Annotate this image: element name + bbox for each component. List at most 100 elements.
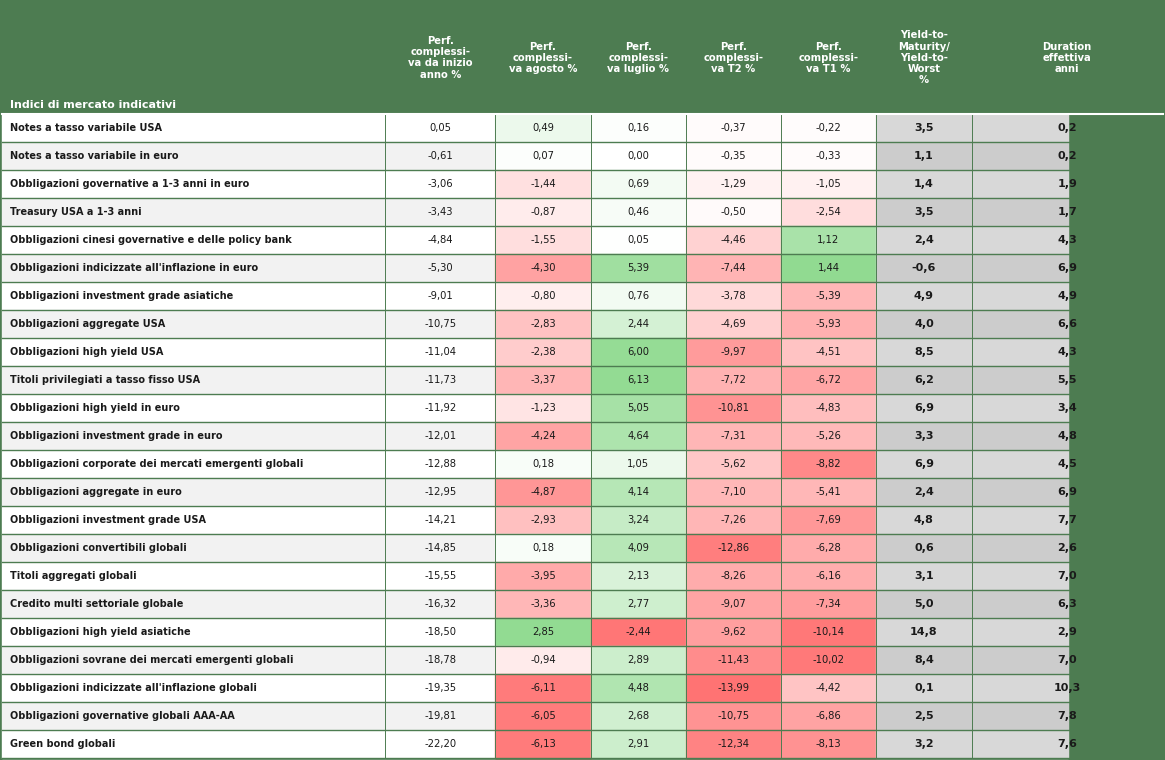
Bar: [876, 647, 972, 674]
Text: Obbligazioni indicizzate all'inflazione globali: Obbligazioni indicizzate all'inflazione …: [10, 683, 257, 693]
Bar: [781, 450, 876, 478]
Bar: [686, 198, 781, 226]
Text: -7,44: -7,44: [720, 263, 746, 273]
Bar: [686, 702, 781, 730]
Text: 2,4: 2,4: [915, 487, 934, 497]
Bar: [972, 730, 1067, 758]
Bar: [781, 702, 876, 730]
Text: -0,87: -0,87: [530, 207, 556, 217]
Bar: [495, 619, 591, 647]
Bar: [495, 562, 591, 591]
Text: -1,44: -1,44: [530, 179, 556, 189]
Bar: [2, 366, 386, 394]
Text: -7,26: -7,26: [720, 515, 747, 525]
Bar: [2, 254, 386, 282]
Bar: [386, 198, 495, 226]
Text: 2,77: 2,77: [627, 600, 649, 610]
Bar: [2, 506, 386, 534]
Bar: [781, 366, 876, 394]
Bar: [876, 226, 972, 254]
Bar: [2, 562, 386, 591]
Text: 2,6: 2,6: [1058, 543, 1078, 553]
Bar: [686, 338, 781, 366]
Bar: [591, 254, 686, 282]
Bar: [386, 142, 495, 170]
Bar: [495, 310, 591, 338]
Bar: [972, 506, 1067, 534]
Text: -18,78: -18,78: [424, 655, 457, 666]
Bar: [686, 730, 781, 758]
Text: 4,9: 4,9: [913, 291, 934, 301]
Bar: [972, 423, 1067, 450]
Text: -3,43: -3,43: [428, 207, 453, 217]
Text: -1,23: -1,23: [530, 404, 556, 413]
Bar: [386, 562, 495, 591]
Bar: [2, 170, 386, 198]
Text: 2,9: 2,9: [1058, 628, 1078, 638]
Text: -16,32: -16,32: [424, 600, 457, 610]
Text: -1,55: -1,55: [530, 235, 556, 245]
Bar: [876, 591, 972, 619]
Bar: [386, 534, 495, 562]
Text: 5,0: 5,0: [915, 600, 933, 610]
Bar: [781, 619, 876, 647]
Text: -8,26: -8,26: [720, 572, 747, 581]
Bar: [495, 730, 591, 758]
Bar: [2, 591, 386, 619]
Bar: [2, 478, 386, 506]
Bar: [781, 170, 876, 198]
Bar: [876, 674, 972, 702]
Bar: [972, 478, 1067, 506]
Bar: [591, 478, 686, 506]
Text: -7,69: -7,69: [816, 515, 841, 525]
Text: 3,3: 3,3: [915, 431, 933, 442]
Bar: [495, 114, 591, 142]
Bar: [686, 142, 781, 170]
Text: Obbligazioni governative globali AAA-AA: Obbligazioni governative globali AAA-AA: [10, 711, 235, 721]
Bar: [591, 702, 686, 730]
Bar: [972, 282, 1067, 310]
Text: -4,87: -4,87: [530, 487, 556, 497]
Bar: [781, 647, 876, 674]
Text: Perf.
complessi-
va da inizio
anno %: Perf. complessi- va da inizio anno %: [408, 36, 473, 80]
Text: -13,99: -13,99: [718, 683, 749, 693]
Bar: [495, 702, 591, 730]
Bar: [386, 423, 495, 450]
Text: -10,75: -10,75: [424, 319, 457, 329]
Bar: [2, 394, 386, 423]
Text: -6,86: -6,86: [816, 711, 841, 721]
Text: Perf.
complessi-
va T2 %: Perf. complessi- va T2 %: [704, 42, 763, 74]
Bar: [591, 114, 686, 142]
Bar: [495, 142, 591, 170]
Text: 0,6: 0,6: [915, 543, 934, 553]
Bar: [781, 142, 876, 170]
Text: 0,2: 0,2: [1058, 123, 1078, 133]
Bar: [495, 170, 591, 198]
Text: 1,05: 1,05: [627, 459, 649, 469]
Text: 0,76: 0,76: [627, 291, 649, 301]
Bar: [876, 730, 972, 758]
Text: 3,5: 3,5: [915, 207, 933, 217]
Text: 4,3: 4,3: [1058, 347, 1078, 357]
Bar: [781, 562, 876, 591]
Bar: [2, 114, 386, 142]
Text: Titoli privilegiati a tasso fisso USA: Titoli privilegiati a tasso fisso USA: [10, 375, 200, 385]
Text: -19,81: -19,81: [424, 711, 457, 721]
Bar: [972, 394, 1067, 423]
Bar: [781, 506, 876, 534]
Bar: [591, 562, 686, 591]
Text: -14,85: -14,85: [424, 543, 457, 553]
Bar: [2, 142, 386, 170]
Bar: [2, 282, 386, 310]
Text: -19,35: -19,35: [424, 683, 457, 693]
Bar: [386, 730, 495, 758]
Text: -22,20: -22,20: [424, 739, 457, 749]
Text: 2,5: 2,5: [915, 711, 933, 721]
Text: -2,38: -2,38: [530, 347, 556, 357]
Text: -6,05: -6,05: [530, 711, 556, 721]
Text: Treasury USA a 1-3 anni: Treasury USA a 1-3 anni: [10, 207, 142, 217]
Text: Credito multi settoriale globale: Credito multi settoriale globale: [10, 600, 184, 610]
Text: -12,88: -12,88: [424, 459, 457, 469]
Bar: [972, 114, 1067, 142]
Text: -0,37: -0,37: [720, 123, 746, 133]
